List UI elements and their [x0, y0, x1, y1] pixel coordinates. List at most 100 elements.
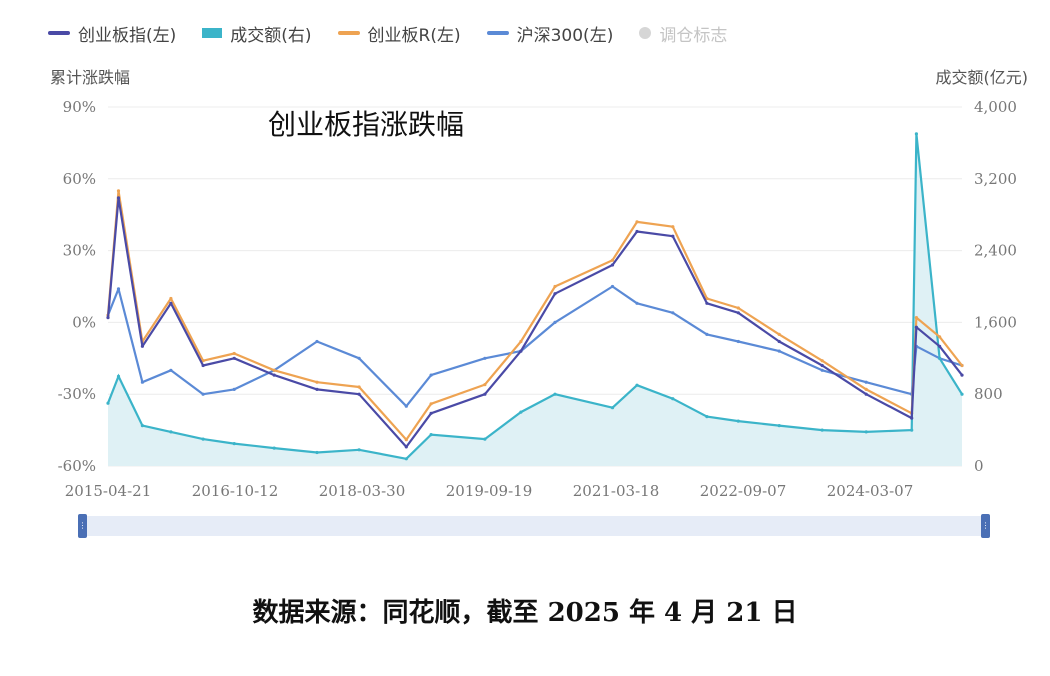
x-tick-label: 2024-03-07: [827, 482, 913, 500]
data-point: [357, 385, 361, 389]
zoom-handle-left[interactable]: ⋮: [78, 514, 87, 538]
data-point: [777, 332, 781, 336]
legend-swatch-turnover: [202, 28, 223, 38]
data-point: [140, 344, 144, 348]
data-point: [938, 356, 942, 360]
data-point: [201, 392, 205, 396]
right-tick-label: 0: [974, 457, 984, 475]
data-zoom-track[interactable]: [84, 516, 984, 536]
data-point: [938, 344, 942, 348]
data-point: [272, 446, 276, 450]
data-point: [820, 359, 824, 363]
legend-swatch-cyb-index: [48, 31, 70, 35]
data-point: [429, 411, 433, 415]
data-point: [960, 373, 964, 377]
data-point: [232, 442, 236, 446]
right-tick-label: 3,200: [974, 170, 1017, 188]
data-point: [106, 316, 110, 320]
data-point: [483, 383, 487, 387]
legend-item-rebalance[interactable]: 调仓标志: [639, 21, 727, 46]
data-point: [232, 351, 236, 356]
data-point: [736, 419, 740, 423]
data-point: [404, 404, 408, 408]
data-point: [404, 457, 408, 461]
data-point: [635, 301, 639, 305]
data-point: [914, 316, 919, 320]
data-point: [914, 132, 919, 136]
legend-item-hs300[interactable]: 沪深300(左): [486, 21, 614, 46]
left-tick-label: 30%: [63, 242, 96, 260]
data-point: [910, 428, 914, 432]
legend-item-cyb-r[interactable]: 创业板R(左): [337, 21, 461, 46]
x-tick-label: 2015-04-21: [65, 482, 151, 500]
data-point: [357, 448, 361, 452]
legend-label-turnover: 成交额(右): [230, 25, 312, 46]
data-point: [777, 424, 781, 428]
data-point: [671, 234, 675, 238]
data-point: [169, 430, 173, 434]
chart-plot: 90% 4,000 60% 3,200 30% 2,400 0% 1,600 -30% 800 -6…: [58, 98, 1017, 500]
left-tick-label: -30%: [58, 385, 96, 403]
legend-item-turnover[interactable]: 成交额(右): [202, 21, 312, 46]
data-point: [201, 363, 205, 368]
legend-swatch-rebalance: [639, 27, 652, 39]
data-zoom-slider[interactable]: ⋮ ⋮: [78, 514, 990, 538]
data-point: [553, 284, 557, 289]
data-point: [429, 402, 433, 406]
left-tick-label: 60%: [63, 170, 96, 188]
data-point: [116, 374, 121, 378]
data-point: [201, 437, 205, 441]
turnover-series-line: [106, 133, 963, 460]
data-point: [610, 258, 615, 262]
data-point: [864, 430, 868, 434]
left-tick-label: -60%: [58, 457, 96, 475]
zoom-handle-right[interactable]: ⋮: [981, 514, 990, 538]
data-point: [169, 301, 173, 305]
data-point: [140, 424, 144, 428]
data-point: [960, 363, 964, 368]
data-point: [357, 392, 361, 396]
legend-swatch-cyb-r: [337, 31, 360, 35]
data-point: [483, 356, 487, 360]
legend: 创业板指(左) 成交额(右) 创业板R(左) 沪深300(左) 调仓标志: [48, 18, 727, 48]
data-point: [736, 311, 740, 315]
data-point: [820, 428, 824, 432]
left-tick-label: 90%: [63, 98, 96, 116]
data-point: [610, 284, 615, 289]
x-tick-label: 2016-10-12: [192, 482, 278, 500]
legend-label-rebalance: 调仓标志: [659, 25, 728, 46]
legend-swatch-hs300: [486, 31, 509, 35]
data-point: [201, 359, 205, 363]
data-point: [820, 368, 824, 372]
data-point: [635, 220, 639, 224]
data-point: [519, 339, 523, 344]
data-point: [232, 356, 236, 360]
data-point: [315, 380, 319, 384]
legend-label-hs300: 沪深300(左): [516, 25, 614, 46]
left-tick-label: 0%: [72, 313, 96, 331]
data-point: [914, 325, 919, 329]
legend-item-cyb-index[interactable]: 创业板指(左): [48, 21, 176, 46]
data-point: [960, 392, 964, 396]
data-point: [610, 263, 615, 267]
data-point: [315, 450, 319, 455]
data-point: [116, 196, 121, 200]
data-point: [272, 373, 276, 377]
data-point: [635, 383, 639, 387]
data-point: [736, 306, 740, 310]
data-point: [864, 387, 868, 391]
data-point: [232, 387, 236, 391]
series-line-创业板R(左): [106, 189, 963, 441]
data-point: [116, 189, 121, 193]
data-point: [736, 339, 740, 344]
data-point: [864, 380, 868, 384]
data-point: [169, 296, 173, 301]
data-point: [483, 392, 487, 396]
data-point: [910, 416, 914, 420]
legend-label-cyb-index: 创业板指(左): [78, 25, 177, 46]
data-point: [705, 301, 709, 305]
data-point: [315, 387, 319, 391]
series-line-沪深300(左): [106, 285, 963, 408]
left-axis-title: 累计涨跌幅: [50, 68, 131, 87]
data-point: [106, 401, 110, 405]
